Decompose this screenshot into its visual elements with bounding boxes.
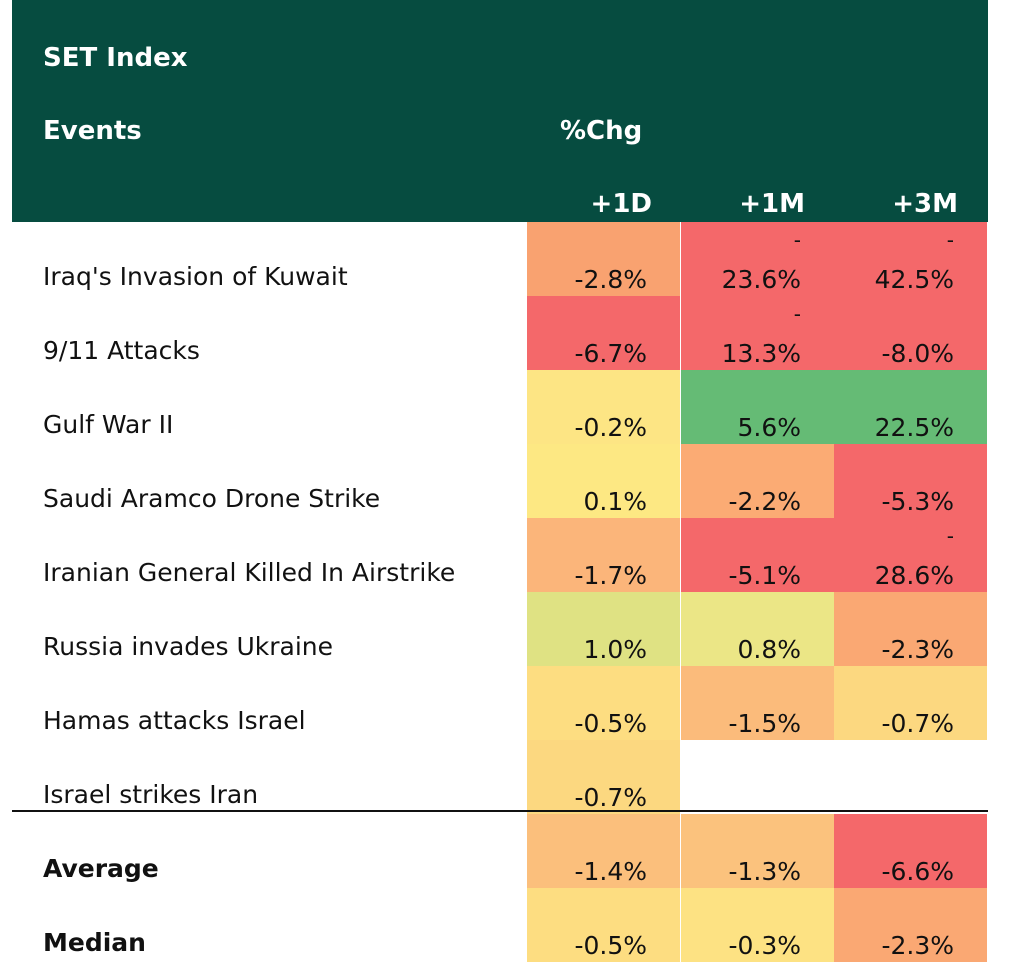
median-row-cell-3m: -2.3% [834, 888, 987, 962]
event-row-6-cell-1m: 0.8% [681, 592, 834, 666]
median-row-label: Median [43, 928, 146, 957]
event-row-5-cell-1d: -1.7% [527, 518, 680, 592]
event-row-8-label: Israel strikes Iran [43, 780, 259, 809]
event-row-7-cell-1m: -1.5% [681, 666, 834, 740]
event-row-4-cell-3m: -5.3% [834, 444, 987, 518]
event-row-3-cell-3m: 22.5% [834, 370, 987, 444]
event-row-8-cell-1d: -0.7% [527, 740, 680, 814]
cell-value: -1.4% [574, 857, 647, 886]
cell-value: -0.5% [574, 931, 647, 960]
event-row-3-label: Gulf War II [43, 410, 174, 439]
events-column-header: Events [43, 116, 142, 146]
median-row-cell-1d: -0.5% [527, 888, 680, 962]
column-header-1m: +1M [739, 189, 805, 219]
column-header-1d: +1D [590, 189, 652, 219]
cell-value: -6.6% [881, 857, 954, 886]
cell-value: -0.7% [881, 709, 954, 738]
negative-sign-mark: - [793, 302, 801, 326]
negative-sign-mark: - [946, 524, 954, 548]
event-row-1-cell-1d: -2.8% [527, 222, 680, 296]
cell-value: -1.3% [728, 857, 801, 886]
cell-value: -2.3% [881, 635, 954, 664]
event-row-3-cell-1m: 5.6% [681, 370, 834, 444]
event-row-7-cell-3m: -0.7% [834, 666, 987, 740]
event-row-4-cell-1m: -2.2% [681, 444, 834, 518]
event-row-4-cell-1d: 0.1% [527, 444, 680, 518]
event-row-2-cell-3m: -8.0% [834, 296, 987, 370]
average-row-cell-1d: -1.4% [527, 814, 680, 888]
event-row-6-label: Russia invades Ukraine [43, 632, 334, 661]
cell-value: -1.7% [574, 561, 647, 590]
average-row-cell-1m: -1.3% [681, 814, 834, 888]
cell-value: 5.6% [737, 413, 801, 442]
cell-value: -2.3% [881, 931, 954, 960]
percent-change-header: %Chg [560, 116, 643, 146]
event-row-5-cell-1m: -5.1% [681, 518, 834, 592]
event-row-1-label: Iraq's Invasion of Kuwait [43, 262, 348, 291]
event-row-5-cell-3m: - 28.6% [834, 518, 987, 592]
event-row-5-label: Iranian General Killed In Airstrike [43, 558, 456, 587]
cell-value: 28.6% [874, 561, 954, 590]
event-row-1-cell-1m: - 23.6% [681, 222, 834, 296]
cell-value: 42.5% [874, 265, 954, 294]
cell-value: 22.5% [874, 413, 954, 442]
event-row-2-cell-1d: -6.7% [527, 296, 680, 370]
cell-value: 0.1% [583, 487, 647, 516]
table-header: SET Index Events %Chg +1D +1M +3M [12, 0, 988, 222]
summary-divider [12, 810, 988, 812]
cell-value: -0.5% [574, 709, 647, 738]
event-row-2-cell-1m: - 13.3% [681, 296, 834, 370]
cell-value: -5.3% [881, 487, 954, 516]
cell-value: -2.2% [728, 487, 801, 516]
negative-sign-mark: - [946, 228, 954, 252]
cell-value: -1.5% [728, 709, 801, 738]
event-row-2-label: 9/11 Attacks [43, 336, 200, 365]
cell-value: -0.2% [574, 413, 647, 442]
cell-value: -6.7% [574, 339, 647, 368]
negative-sign-mark: - [793, 228, 801, 252]
cell-value: -2.8% [574, 265, 647, 294]
cell-value: -8.0% [881, 339, 954, 368]
cell-value: 13.3% [721, 339, 801, 368]
event-row-6-cell-1d: 1.0% [527, 592, 680, 666]
cell-value: -0.7% [574, 783, 647, 812]
event-row-4-label: Saudi Aramco Drone Strike [43, 484, 381, 513]
event-row-1-cell-3m: - 42.5% [834, 222, 987, 296]
event-row-7-label: Hamas attacks Israel [43, 706, 306, 735]
cell-value: 23.6% [721, 265, 801, 294]
table-title: SET Index [43, 43, 188, 73]
column-header-3m: +3M [892, 189, 958, 219]
cell-value: -0.3% [728, 931, 801, 960]
cell-value: 0.8% [737, 635, 801, 664]
event-row-6-cell-3m: -2.3% [834, 592, 987, 666]
event-row-3-cell-1d: -0.2% [527, 370, 680, 444]
event-row-7-cell-1d: -0.5% [527, 666, 680, 740]
average-row-cell-3m: -6.6% [834, 814, 987, 888]
cell-value: 1.0% [583, 635, 647, 664]
cell-value: -5.1% [728, 561, 801, 590]
average-row-label: Average [43, 854, 159, 883]
median-row-cell-1m: -0.3% [681, 888, 834, 962]
